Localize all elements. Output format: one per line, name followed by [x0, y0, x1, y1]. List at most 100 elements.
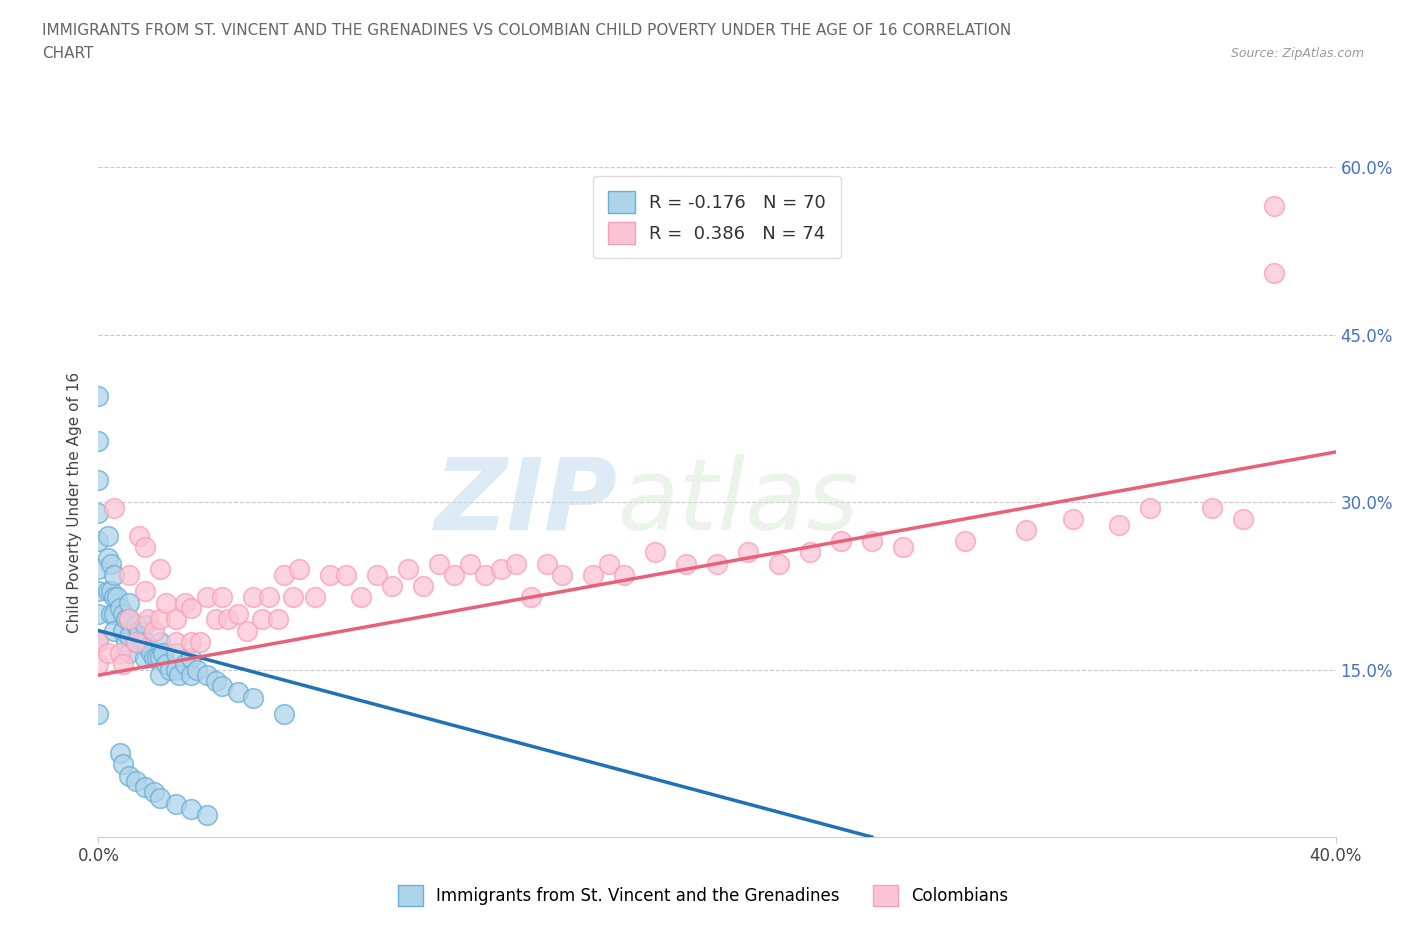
Point [319, 567, 342, 582]
Point [830, 534, 852, 549]
Point [242, 690, 264, 705]
Point [103, 590, 125, 604]
Point [186, 662, 208, 677]
Point [97, 551, 120, 565]
Point [1062, 512, 1084, 526]
Point [87, 657, 110, 671]
Point [149, 790, 172, 805]
Point [103, 500, 125, 515]
Point [149, 668, 172, 683]
Point [180, 651, 202, 666]
Point [105, 590, 128, 604]
Point [211, 679, 233, 694]
Point [103, 567, 125, 582]
Point [891, 539, 914, 554]
Point [1139, 500, 1161, 515]
Point [536, 556, 558, 571]
Point [257, 590, 280, 604]
Point [226, 684, 249, 699]
Point [87, 584, 110, 599]
Point [159, 662, 181, 677]
Point [768, 556, 790, 571]
Point [167, 668, 190, 683]
Point [149, 612, 172, 627]
Point [706, 556, 728, 571]
Point [136, 640, 159, 655]
Point [165, 796, 187, 811]
Point [118, 645, 141, 660]
Legend: R = -0.176   N = 70, R =  0.386   N = 74: R = -0.176 N = 70, R = 0.386 N = 74 [593, 177, 841, 259]
Point [97, 584, 120, 599]
Point [112, 757, 135, 772]
Point [136, 612, 159, 627]
Point [205, 612, 228, 627]
Point [443, 567, 465, 582]
Point [675, 556, 697, 571]
Point [108, 746, 131, 761]
Point [195, 668, 218, 683]
Point [396, 562, 419, 577]
Point [412, 578, 434, 593]
Point [87, 433, 110, 448]
Point [474, 567, 496, 582]
Point [87, 472, 110, 487]
Point [273, 567, 295, 582]
Point [134, 651, 156, 666]
Point [252, 612, 274, 627]
Point [335, 567, 357, 582]
Point [366, 567, 388, 582]
Point [87, 562, 110, 577]
Point [134, 618, 156, 632]
Point [180, 634, 202, 649]
Point [131, 634, 153, 649]
Point [644, 545, 666, 560]
Point [149, 562, 172, 577]
Point [217, 612, 239, 627]
Point [118, 768, 141, 783]
Point [155, 595, 177, 610]
Point [124, 774, 146, 789]
Point [953, 534, 976, 549]
Point [152, 645, 174, 660]
Point [87, 534, 110, 549]
Point [112, 623, 135, 638]
Y-axis label: Child Poverty Under the Age of 16: Child Poverty Under the Age of 16 [67, 372, 83, 632]
Point [118, 629, 141, 644]
Point [87, 506, 110, 521]
Point [190, 634, 212, 649]
Point [87, 634, 110, 649]
Point [288, 562, 311, 577]
Point [205, 673, 228, 688]
Point [1263, 266, 1285, 281]
Point [97, 645, 120, 660]
Point [737, 545, 759, 560]
Point [155, 657, 177, 671]
Point [87, 606, 110, 621]
Point [174, 595, 197, 610]
Point [128, 528, 150, 543]
Point [211, 590, 233, 604]
Point [134, 634, 156, 649]
Point [103, 606, 125, 621]
Point [149, 651, 172, 666]
Point [108, 645, 131, 660]
Point [87, 389, 110, 404]
Point [118, 595, 141, 610]
Point [139, 645, 162, 660]
Point [1201, 500, 1223, 515]
Point [143, 785, 166, 800]
Point [143, 651, 166, 666]
Point [112, 606, 135, 621]
Point [165, 662, 187, 677]
Point [489, 562, 512, 577]
Text: IMMIGRANTS FROM ST. VINCENT AND THE GRENADINES VS COLOMBIAN CHILD POVERTY UNDER : IMMIGRANTS FROM ST. VINCENT AND THE GREN… [42, 23, 1011, 38]
Text: atlas: atlas [619, 454, 859, 551]
Point [118, 612, 141, 627]
Point [551, 567, 574, 582]
Point [505, 556, 527, 571]
Point [165, 612, 187, 627]
Text: CHART: CHART [42, 46, 94, 61]
Point [100, 556, 122, 571]
Point [118, 567, 141, 582]
Point [381, 578, 404, 593]
